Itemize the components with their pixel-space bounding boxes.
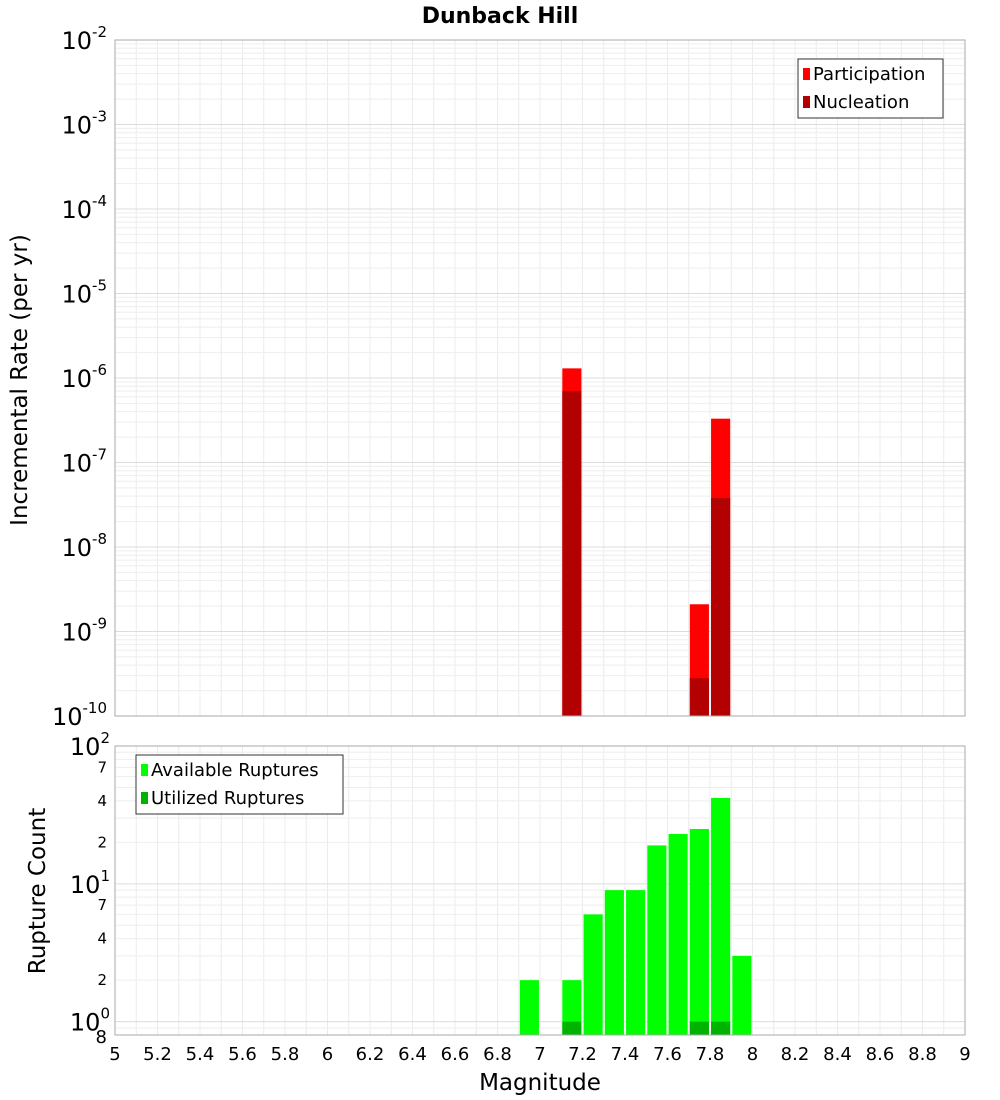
- bottom-y-minor-tick-label: 4: [97, 792, 107, 810]
- bottom-y-minor-tick-label: 2: [97, 971, 107, 989]
- available-ruptures-bar: [562, 980, 582, 1035]
- top-plot-area: 10-2 10-3 10-4 10-5 10-6 10-7 10-8 10-9 10-10 Par…: [52, 23, 966, 731]
- x-tick-label: 8: [747, 1044, 758, 1065]
- nucleation-bar: [689, 678, 709, 716]
- x-tick-label: 5: [109, 1044, 120, 1065]
- x-tick-label: 5.8: [271, 1044, 300, 1065]
- bottom-y-minor-tick-label: 8: [96, 1027, 107, 1048]
- top-ylabel: Incremental Rate (per yr): [7, 234, 33, 526]
- x-tick-label: 6.6: [441, 1044, 470, 1065]
- bottom-y-tick-label: 102: [70, 729, 110, 761]
- legend-swatch: [803, 96, 810, 108]
- chart-title: Dunback Hill: [422, 4, 579, 29]
- legend-label: Utilized Ruptures: [151, 788, 304, 809]
- top-y-tick-label: 10-6: [61, 361, 107, 393]
- utilized-ruptures-bar: [562, 1021, 582, 1035]
- available-ruptures-bar: [647, 845, 667, 1035]
- bottom-ylabel: Rupture Count: [25, 808, 51, 974]
- top-legend: [797, 58, 944, 119]
- legend-label: Available Ruptures: [151, 760, 319, 781]
- available-ruptures-bar: [668, 833, 688, 1035]
- nucleation-bar: [562, 391, 582, 716]
- x-tick-label: 7.6: [653, 1044, 682, 1065]
- x-tick-label: 7.8: [696, 1044, 725, 1065]
- x-tick-label: 9: [959, 1044, 970, 1065]
- bottom-y-tick-label: 101: [70, 867, 110, 899]
- available-ruptures-bar: [519, 980, 539, 1035]
- x-tick-label: 7.2: [568, 1044, 597, 1065]
- available-ruptures-bar: [604, 890, 624, 1035]
- x-tick-label: 8.4: [823, 1044, 852, 1065]
- legend-swatch: [141, 792, 148, 804]
- x-axis-label: Magnitude: [479, 1070, 601, 1096]
- top-plot-frame: [114, 39, 966, 717]
- legend-swatch: [803, 68, 810, 80]
- top-y-tick-label: 10-3: [61, 108, 107, 140]
- bottom-y-minor-tick-label: 7: [97, 896, 107, 914]
- legend-swatch: [141, 764, 148, 776]
- bottom-y-minor-tick-label: 2: [97, 833, 107, 851]
- x-tick-label: 5.2: [143, 1044, 172, 1065]
- available-ruptures-bar: [711, 797, 731, 1035]
- x-tick-label: 6.4: [398, 1044, 427, 1065]
- x-tick-label: 5.6: [228, 1044, 257, 1065]
- bottom-y-minor-tick-label: 7: [97, 758, 107, 776]
- x-tick-label: 7: [534, 1044, 545, 1065]
- utilized-ruptures-bar: [689, 1021, 709, 1035]
- available-ruptures-bar: [583, 914, 603, 1035]
- top-y-tick-label: 10-9: [61, 615, 107, 647]
- x-tick-label: 5.4: [186, 1044, 215, 1065]
- top-y-tick-label: 10-2: [61, 23, 107, 55]
- x-tick-label: 8.2: [781, 1044, 810, 1065]
- bottom-plot-frame: [114, 745, 966, 1036]
- top-y-tick-label: 10-10: [52, 699, 107, 731]
- top-y-tick-label: 10-5: [61, 277, 107, 309]
- x-tick-label: 6.2: [356, 1044, 385, 1065]
- legend-label: Participation: [813, 64, 925, 85]
- x-tick-label: 6: [322, 1044, 333, 1065]
- bottom-y-minor-tick-label: 4: [97, 930, 107, 948]
- bottom-y-tick-label: 100: [70, 1005, 110, 1037]
- x-tick-label: 8.8: [908, 1044, 937, 1065]
- available-ruptures-bar: [626, 890, 646, 1035]
- available-ruptures-bar: [689, 828, 709, 1035]
- nucleation-bar: [711, 498, 731, 716]
- x-tick-label: 6.8: [483, 1044, 512, 1065]
- x-tick-label: 8.6: [866, 1044, 895, 1065]
- x-tick-label: 7.4: [611, 1044, 640, 1065]
- utilized-ruptures-bar: [711, 1021, 731, 1035]
- bottom-legend: [135, 754, 344, 815]
- available-ruptures-bar: [732, 955, 752, 1035]
- top-y-tick-label: 10-8: [61, 530, 107, 562]
- legend-label: Nucleation: [813, 92, 909, 113]
- top-y-tick-label: 10-4: [61, 192, 107, 224]
- top-y-tick-label: 10-7: [61, 446, 107, 478]
